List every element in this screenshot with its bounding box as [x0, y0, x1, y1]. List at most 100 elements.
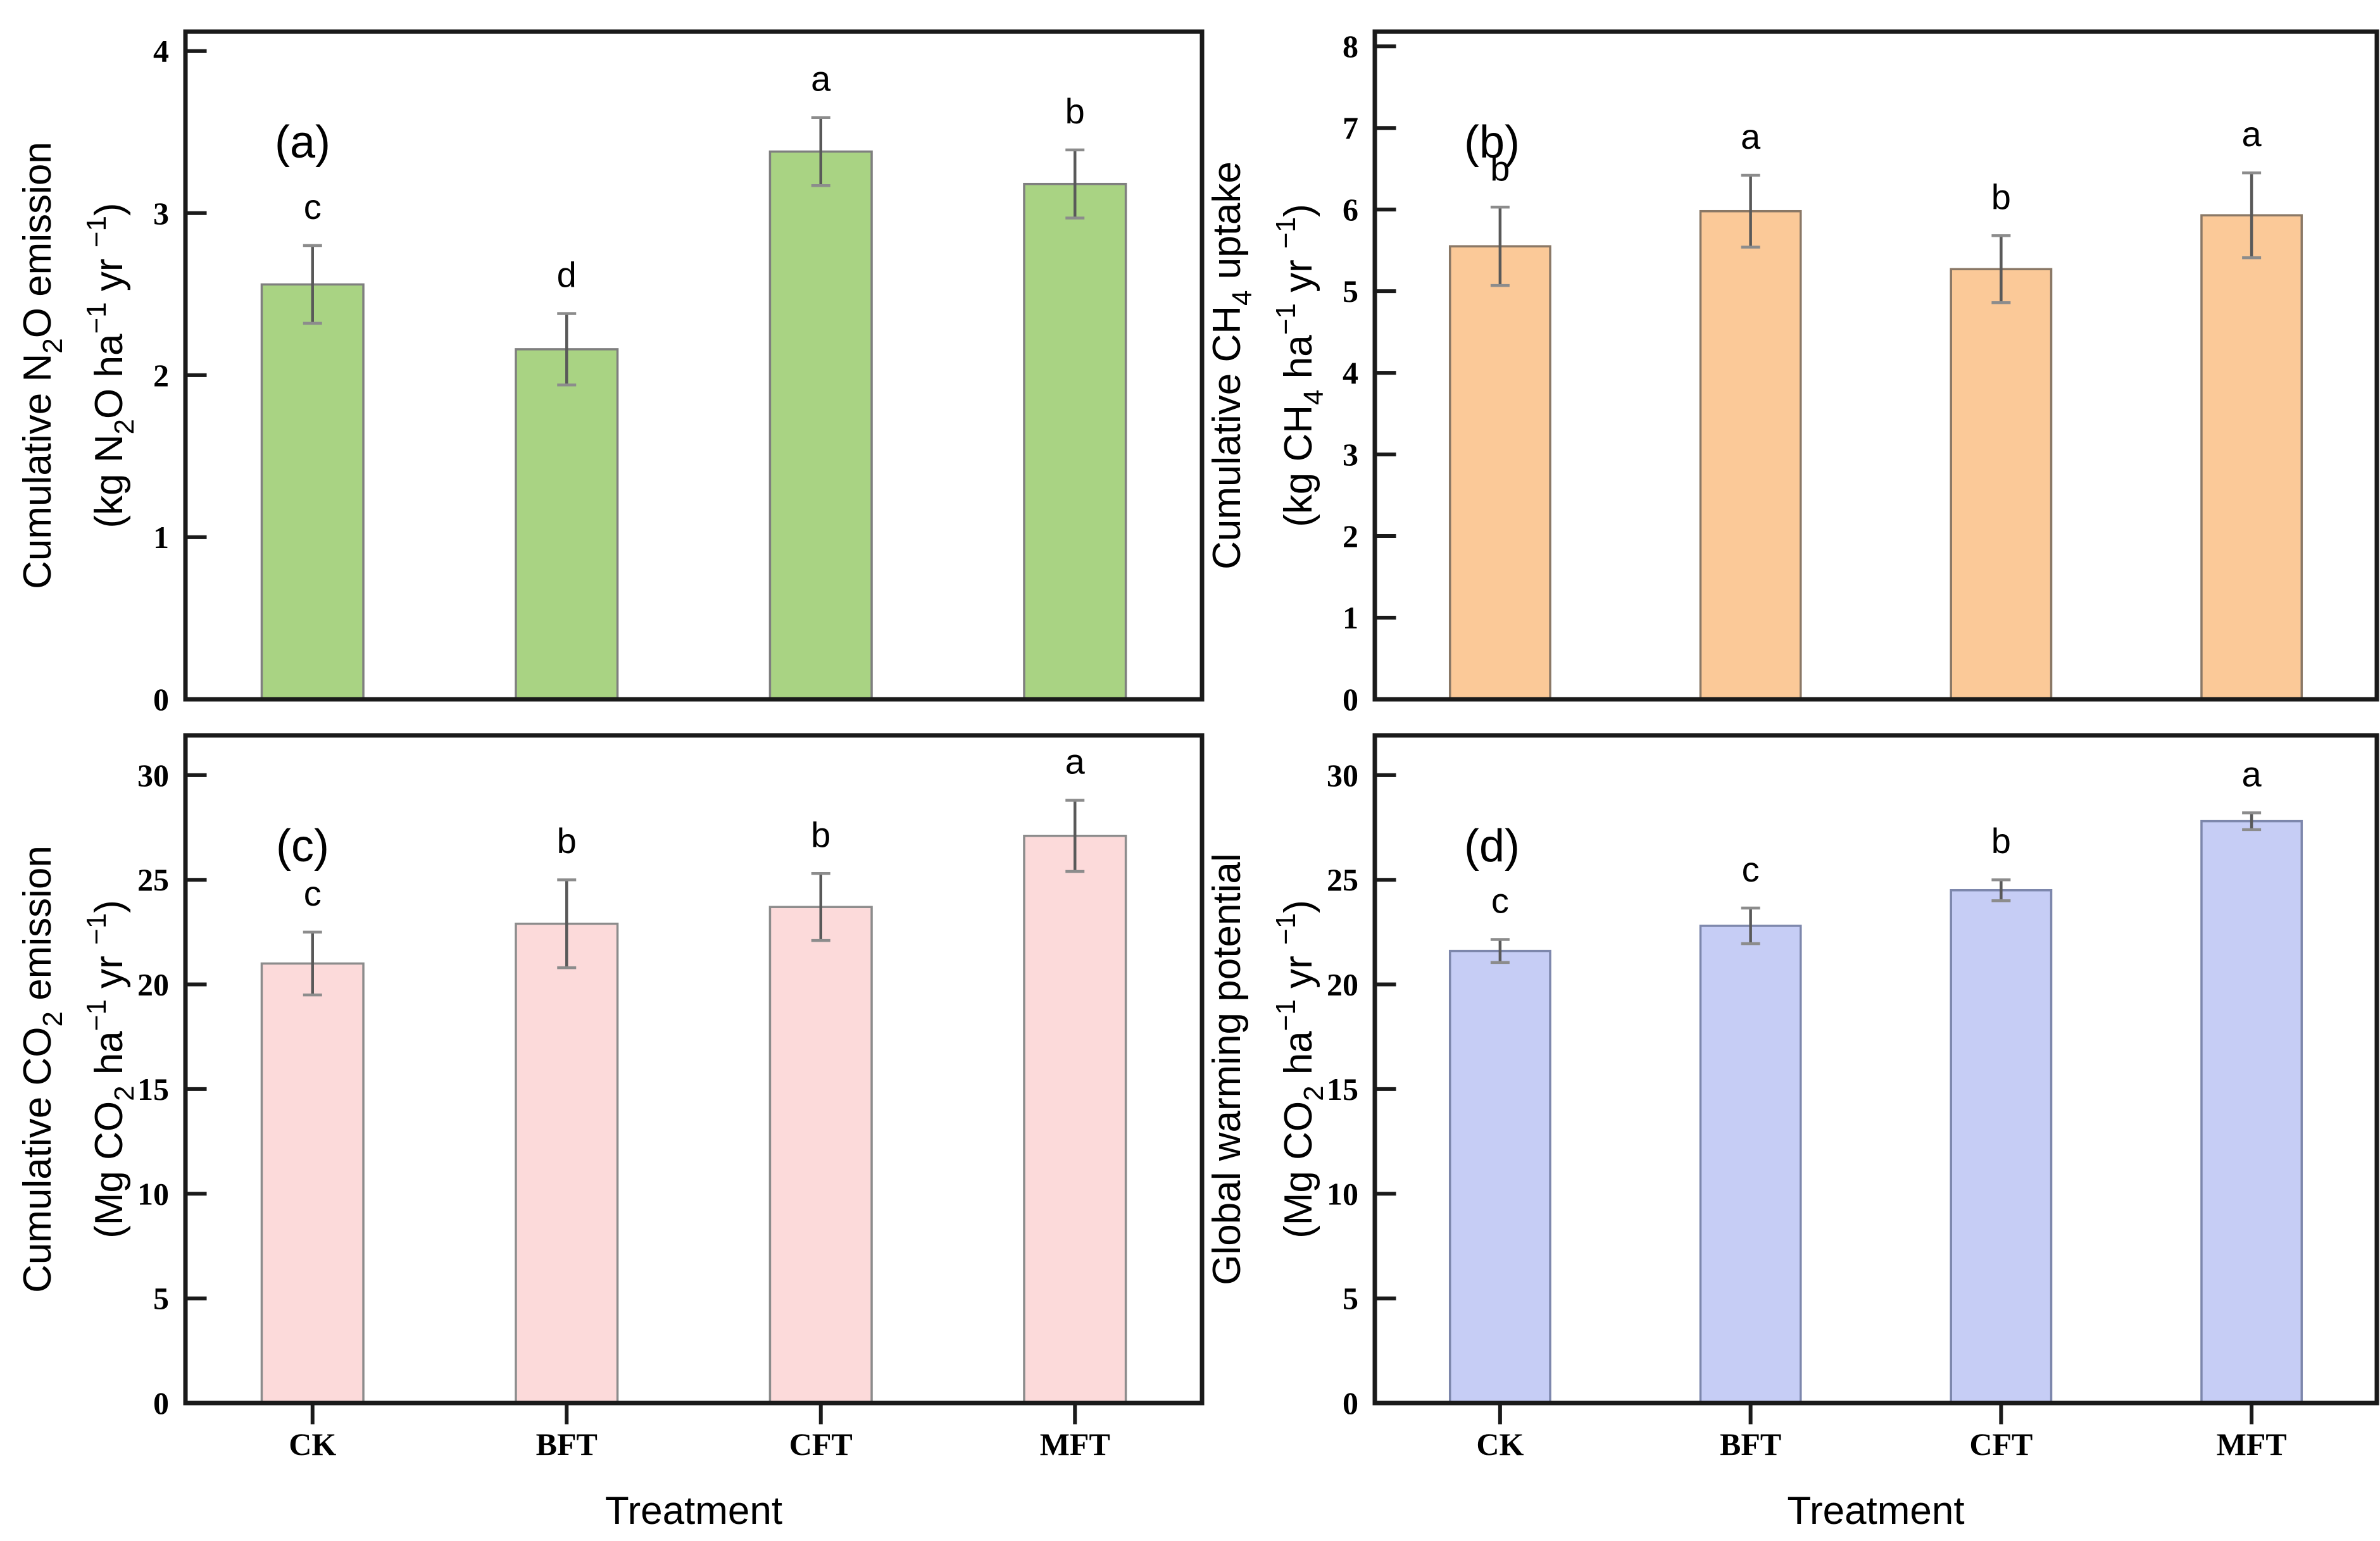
sig-letter-d-BFT: c — [1742, 849, 1760, 889]
y-tick-label-d-10: 10 — [1327, 1176, 1358, 1211]
panel-label-c: (c) — [276, 821, 329, 871]
sig-letter-c-MFT: a — [1065, 742, 1086, 782]
x-tick-label-c-CFT: CFT — [789, 1426, 853, 1462]
errorbar-b-CFT — [1991, 234, 2011, 304]
errorbar-c-BFT — [557, 878, 577, 970]
y-tick-label-c-5: 5 — [153, 1281, 169, 1316]
errorbar-b-CK — [1490, 206, 1510, 287]
y-axis-title-a-line2: (kg N2O ha−1 yr −1) — [81, 203, 140, 528]
errorbar-b-MFT — [2242, 171, 2262, 259]
y-tick-label-c-0: 0 — [153, 1385, 169, 1421]
panel-c: 0 5 10 15 20 25 30 CK BFT CFT MFT c b b a (c) Cumulative… — [16, 733, 1205, 1462]
errorbar-a-CFT — [811, 116, 830, 187]
sig-letter-d-MFT: a — [2242, 754, 2262, 794]
errorbar-d-MFT — [2242, 811, 2262, 832]
x-tick-label-c-CK: CK — [289, 1426, 336, 1462]
y-tick-label-d-15: 15 — [1327, 1071, 1358, 1107]
sig-letter-a-CFT: a — [811, 59, 831, 99]
y-tick-label-a-0: 0 — [153, 682, 169, 717]
errorbar-c-CK — [303, 930, 322, 997]
y-tick-label-d-5: 5 — [1343, 1281, 1358, 1316]
sig-letter-c-BFT: b — [557, 821, 577, 861]
sig-letter-c-CFT: b — [811, 814, 830, 854]
y-tick-label-d-0: 0 — [1343, 1385, 1358, 1421]
bar-a-MFT — [1023, 182, 1127, 701]
bar-a-BFT — [515, 348, 619, 701]
y-tick-label-a-4: 4 — [153, 34, 169, 69]
bar-c-CK — [260, 962, 365, 1404]
bar-a-CFT — [768, 150, 873, 701]
sig-letter-b-CK: b — [1490, 148, 1510, 188]
y-tick-label-c-25: 25 — [137, 862, 169, 897]
bar-c-BFT — [515, 922, 619, 1404]
y-tick-label-d-25: 25 — [1327, 862, 1358, 897]
errorbar-a-CK — [303, 244, 322, 325]
y-tick-label-b-1: 1 — [1343, 600, 1358, 635]
panel-a: 0 1 2 3 4 c d a b (a) Cumulative N2O emission(kg N… — [16, 29, 1205, 717]
plot-border-d — [1372, 733, 2379, 1406]
bar-b-BFT — [1699, 209, 1802, 701]
errorbar-d-CK — [1490, 938, 1510, 964]
panel-label-d: (d) — [1464, 821, 1520, 871]
errorbar-a-BFT — [557, 312, 577, 387]
bar-d-CFT — [1950, 889, 2053, 1404]
y-tick-label-a-2: 2 — [153, 358, 169, 393]
y-tick-label-b-0: 0 — [1343, 682, 1358, 717]
sig-letter-a-BFT: d — [557, 255, 577, 295]
errorbar-c-CFT — [811, 872, 830, 942]
y-tick-label-a-3: 3 — [153, 196, 169, 231]
y-tick-label-b-2: 2 — [1343, 518, 1358, 554]
x-axis-title-left: Treatment — [604, 1489, 783, 1533]
y-tick-label-c-20: 20 — [137, 967, 169, 1002]
errorbar-a-MFT — [1065, 148, 1085, 220]
y-axis-title-c-line2: (Mg CO2 ha−1 yr −1) — [81, 900, 140, 1238]
y-tick-label-c-30: 30 — [137, 758, 169, 793]
bar-d-BFT — [1699, 925, 1802, 1404]
y-tick-label-b-7: 7 — [1343, 110, 1358, 146]
y-axis-title-c-line1: Cumulative CO2 emission — [16, 845, 68, 1293]
panel-label-b: (b) — [1464, 117, 1520, 168]
errorbar-d-BFT — [1741, 906, 1760, 945]
y-axis-title-b-line1: Cumulative CH4 uptake — [1205, 161, 1258, 570]
x-tick-label-c-BFT: BFT — [536, 1426, 598, 1462]
y-tick-label-d-30: 30 — [1327, 758, 1358, 793]
sig-letter-b-MFT: a — [2242, 114, 2262, 154]
y-tick-label-b-5: 5 — [1343, 273, 1358, 309]
y-tick-label-b-8: 8 — [1343, 28, 1358, 64]
errorbar-c-MFT — [1065, 799, 1085, 873]
sig-letter-b-BFT: a — [1741, 116, 1761, 156]
bar-d-MFT — [2200, 820, 2303, 1404]
panel-d: 0 5 10 15 20 25 30 CK BFT CFT MFT c c b a (d) Global war… — [1205, 733, 2379, 1462]
x-tick-label-d-CFT: CFT — [1969, 1426, 2032, 1462]
sig-letter-c-CK: c — [304, 873, 322, 913]
bar-d-CK — [1448, 949, 1551, 1404]
y-tick-label-c-10: 10 — [137, 1176, 169, 1211]
bar-a-CK — [260, 283, 365, 701]
y-tick-label-b-4: 4 — [1343, 355, 1358, 390]
bar-c-CFT — [768, 906, 873, 1404]
x-tick-label-c-MFT: MFT — [1040, 1426, 1110, 1462]
y-tick-label-b-6: 6 — [1343, 192, 1358, 227]
y-axis-title-d-line2: (Mg CO2 ha−1 yr −1) — [1270, 900, 1329, 1238]
bar-c-MFT — [1023, 834, 1127, 1404]
sig-letter-d-CK: c — [1491, 880, 1509, 920]
x-tick-label-d-BFT: BFT — [1720, 1426, 1781, 1462]
x-axis-title-right: Treatment — [1787, 1489, 1965, 1533]
sig-letter-a-MFT: b — [1065, 91, 1085, 131]
plot-border-b — [1372, 29, 2379, 702]
y-axis-title-a-line1: Cumulative N2O emission — [16, 142, 68, 589]
y-tick-label-d-20: 20 — [1327, 967, 1358, 1002]
bar-b-MFT — [2200, 214, 2303, 701]
sig-letter-b-CFT: b — [1991, 177, 2011, 216]
panel-b: 0 1 2 3 4 5 6 7 8 b a b a (b) Cumulative CH4 uptake(kg… — [1205, 28, 2379, 717]
panel-label-a: (a) — [275, 117, 330, 168]
y-tick-label-c-15: 15 — [137, 1071, 169, 1107]
x-tick-label-d-MFT: MFT — [2217, 1426, 2287, 1462]
plot-border-a — [183, 29, 1205, 702]
y-tick-label-b-3: 3 — [1343, 437, 1358, 472]
plot-border-c — [183, 733, 1205, 1406]
errorbar-d-CFT — [1991, 878, 2011, 902]
bar-b-CK — [1448, 245, 1551, 701]
